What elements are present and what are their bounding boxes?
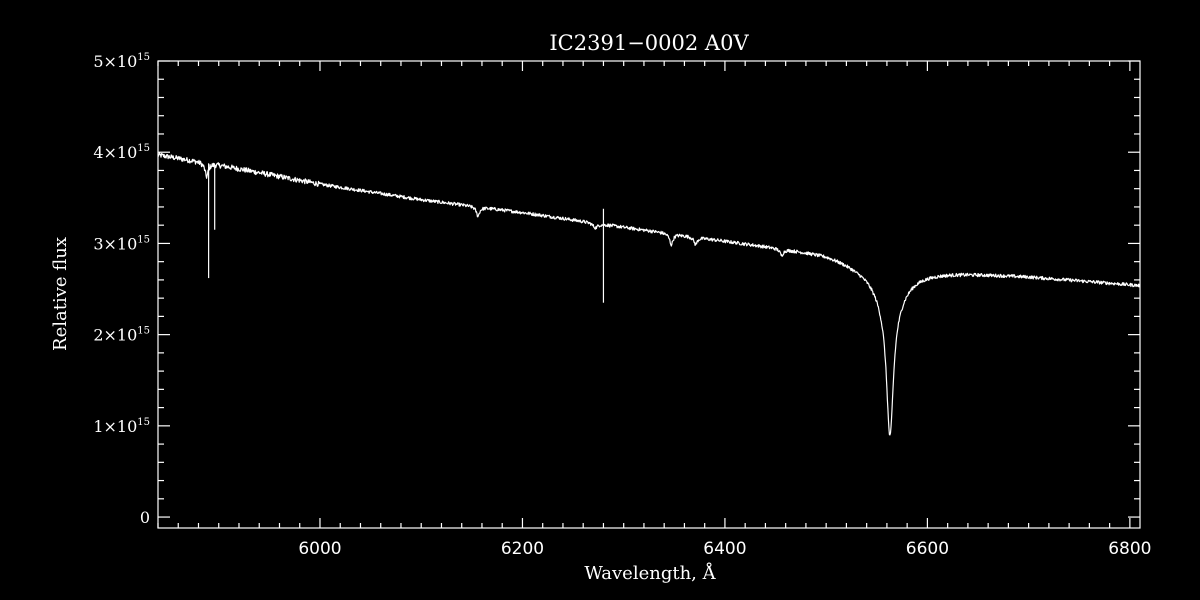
spectrum-line xyxy=(157,152,1141,436)
y-tick-labels: 0 1×1015 2×1015 3×1015 4×1015 5×1015 xyxy=(93,52,150,527)
x-tick-label: 6800 xyxy=(1108,539,1151,559)
x-tick-label: 6200 xyxy=(501,539,544,559)
x-tick-label: 6000 xyxy=(298,539,341,559)
y-tick-label: 5×1015 xyxy=(93,52,150,71)
x-tick-label: 6600 xyxy=(906,539,949,559)
x-tick-label: 6400 xyxy=(703,539,746,559)
x-axis-label: Wavelength, Å xyxy=(584,562,716,584)
y-axis-label: Relative flux xyxy=(50,237,71,351)
y-tick-label: 3×1015 xyxy=(93,234,150,253)
y-tick-label: 4×1015 xyxy=(93,143,150,162)
chart-title: IC2391−0002 A0V xyxy=(549,31,749,55)
x-tick-labels: 6000 6200 6400 6600 6800 xyxy=(298,539,1151,559)
axis-ticks xyxy=(157,60,1140,528)
y-tick-label: 1×1015 xyxy=(93,417,150,436)
spectrum-spikes xyxy=(208,163,605,303)
plot-frame xyxy=(157,60,1141,529)
y-tick-label: 0 xyxy=(140,508,150,527)
y-tick-label: 2×1015 xyxy=(93,326,150,345)
